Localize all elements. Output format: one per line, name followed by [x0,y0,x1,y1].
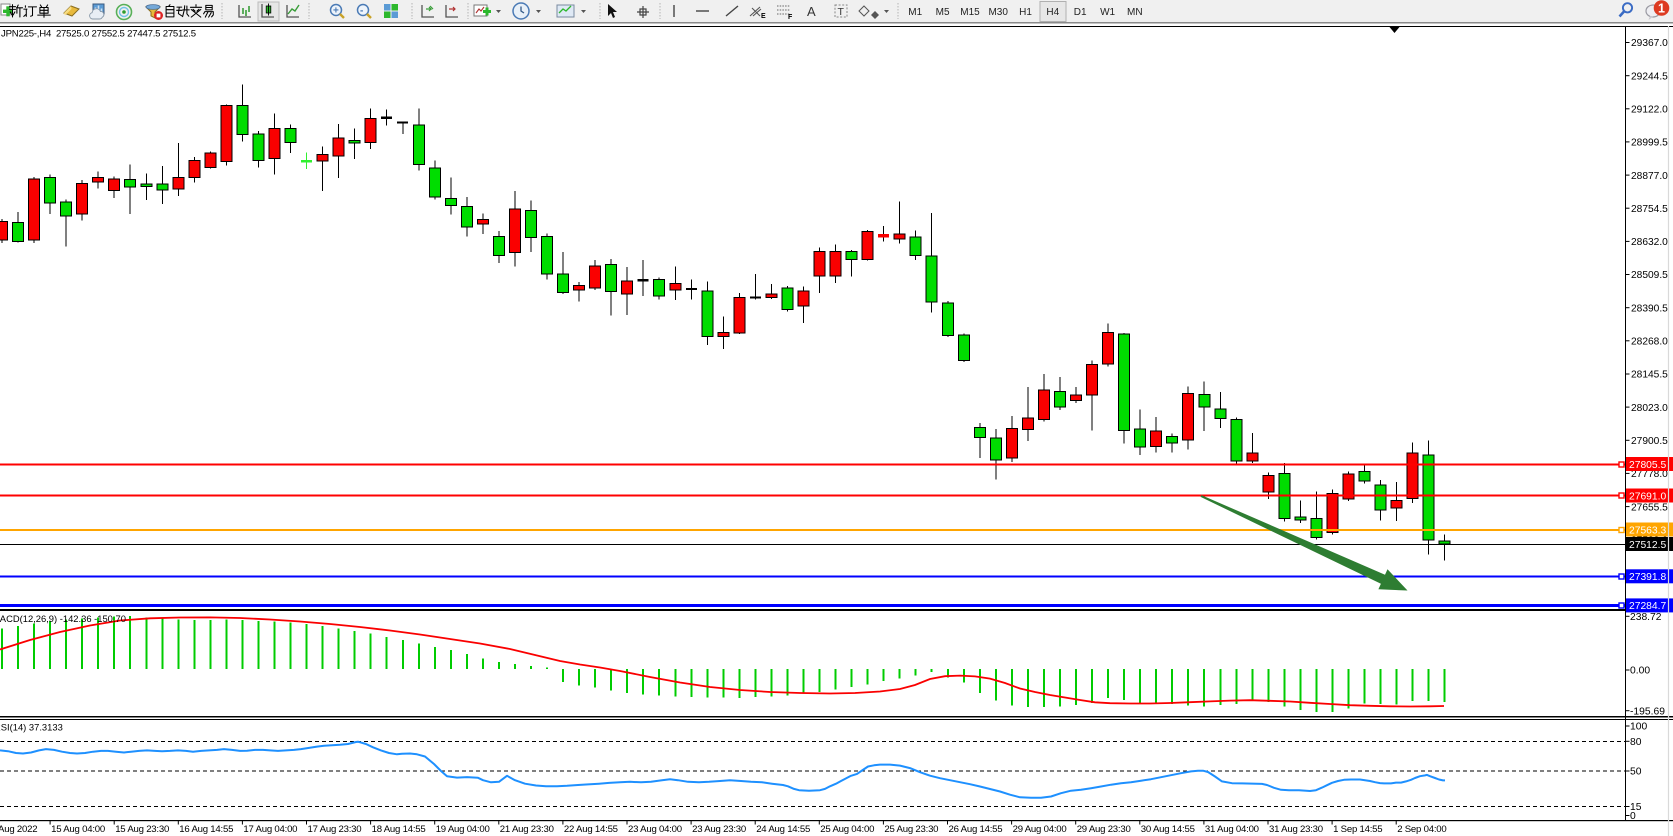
svg-text:100: 100 [1630,722,1647,733]
svg-text:29367.0: 29367.0 [1631,38,1668,49]
svg-text:28145.5: 28145.5 [1631,370,1668,381]
svg-text:4 Aug 2022: 4 Aug 2022 [0,824,37,835]
svg-text:T: T [838,6,845,18]
svg-text:31 Aug 04:00: 31 Aug 04:00 [1205,824,1259,835]
svg-text:H1: H1 [1019,7,1032,18]
svg-text:29 Aug 04:00: 29 Aug 04:00 [1013,824,1067,835]
svg-text:23 Aug 04:00: 23 Aug 04:00 [628,824,682,835]
svg-text:15 Aug 23:30: 15 Aug 23:30 [115,824,169,835]
svg-text:28754.5: 28754.5 [1631,204,1668,215]
svg-text:JPN225-,H4 27525.0 27552.5 27: JPN225-,H4 27525.0 27552.5 27447.5 27512… [1,29,196,40]
svg-text:23 Aug 23:30: 23 Aug 23:30 [692,824,746,835]
svg-text:H4: H4 [1046,7,1059,18]
svg-text:50: 50 [1630,767,1642,778]
svg-text:M1: M1 [908,7,922,18]
svg-text:17 Aug 04:00: 17 Aug 04:00 [243,824,297,835]
svg-text:80: 80 [1630,737,1642,748]
svg-text:21 Aug 23:30: 21 Aug 23:30 [500,824,554,835]
svg-text:+: + [333,6,339,17]
svg-text:27778.0: 27778.0 [1631,469,1668,480]
svg-text:17 Aug 23:30: 17 Aug 23:30 [308,824,362,835]
svg-text:F: F [788,14,793,21]
svg-text:22 Aug 14:55: 22 Aug 14:55 [564,824,618,835]
svg-text:30 Aug 14:55: 30 Aug 14:55 [1141,824,1195,835]
svg-text:M5: M5 [936,7,950,18]
svg-text:-195.69: -195.69 [1630,706,1665,717]
svg-text:31 Aug 23:30: 31 Aug 23:30 [1269,824,1323,835]
svg-text:238.72: 238.72 [1630,612,1662,623]
svg-text:28390.5: 28390.5 [1631,303,1668,314]
svg-text:27691.0: 27691.0 [1629,491,1666,502]
svg-text:RSI(14) 37.3133: RSI(14) 37.3133 [0,722,63,733]
svg-text:24 Aug 14:55: 24 Aug 14:55 [756,824,810,835]
svg-text:1: 1 [1658,2,1665,16]
svg-text:29 Aug 23:30: 29 Aug 23:30 [1077,824,1131,835]
svg-text:28509.5: 28509.5 [1631,270,1668,281]
svg-text:0: 0 [1630,811,1636,822]
svg-text:27512.5: 27512.5 [1629,540,1666,551]
svg-text:28632.0: 28632.0 [1631,237,1668,248]
svg-text:0.00: 0.00 [1630,666,1650,677]
svg-text:29244.5: 29244.5 [1631,71,1668,82]
svg-text:M30: M30 [988,7,1008,18]
svg-text:MACD(12,26,9) -142.36 -150.70: MACD(12,26,9) -142.36 -150.70 [0,613,126,624]
svg-text:18 Aug 14:55: 18 Aug 14:55 [372,824,426,835]
svg-text:28877.0: 28877.0 [1631,171,1668,182]
svg-text:27391.8: 27391.8 [1629,572,1666,583]
svg-text:1 Sep 14:55: 1 Sep 14:55 [1333,824,1382,835]
svg-text:-: - [360,6,363,17]
svg-text:25 Aug 04:00: 25 Aug 04:00 [820,824,874,835]
svg-text:16 Aug 14:55: 16 Aug 14:55 [179,824,233,835]
svg-text:2 Sep 04:00: 2 Sep 04:00 [1397,824,1446,835]
svg-text:28023.0: 28023.0 [1631,403,1668,414]
svg-text:MN: MN [1127,7,1143,18]
svg-text:W1: W1 [1100,7,1115,18]
svg-text:29122.0: 29122.0 [1631,105,1668,116]
svg-text:15: 15 [1630,802,1642,813]
svg-text:25 Aug 23:30: 25 Aug 23:30 [884,824,938,835]
svg-text:28268.0: 28268.0 [1631,337,1668,348]
svg-text:27563.3: 27563.3 [1629,525,1666,536]
svg-text:27655.5: 27655.5 [1631,502,1668,513]
svg-text:15 Aug 04:00: 15 Aug 04:00 [51,824,105,835]
svg-text:28999.5: 28999.5 [1631,138,1668,149]
svg-text:26 Aug 14:55: 26 Aug 14:55 [949,824,1003,835]
svg-text:27284.7: 27284.7 [1629,601,1666,612]
svg-text:E: E [761,13,766,20]
svg-text:M15: M15 [960,7,980,18]
svg-text:27900.5: 27900.5 [1631,436,1668,447]
svg-text:19 Aug 04:00: 19 Aug 04:00 [436,824,490,835]
svg-text:A: A [807,4,816,19]
svg-text:D1: D1 [1074,7,1087,18]
svg-text:27805.5: 27805.5 [1629,460,1666,471]
